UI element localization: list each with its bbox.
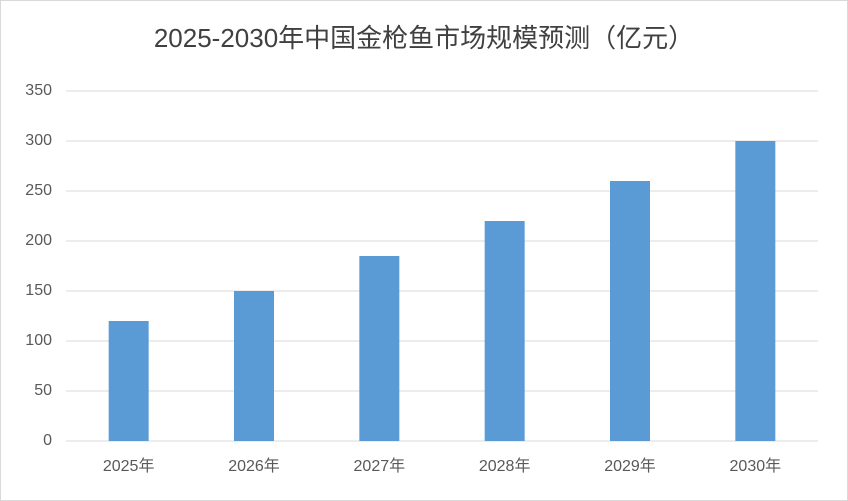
- bar: [610, 181, 650, 441]
- y-tick-label: 150: [25, 282, 52, 299]
- y-tick-label: 250: [25, 182, 52, 199]
- chart-title: 2025-2030年中国金枪鱼市场规模预测（亿元）: [154, 23, 694, 53]
- y-tick-label: 100: [25, 332, 52, 349]
- y-tick-label: 200: [25, 232, 52, 249]
- bar: [108, 321, 149, 441]
- y-tick-label: 0: [43, 432, 52, 449]
- x-tick-label: 2028年: [479, 457, 531, 475]
- bar: [234, 291, 274, 441]
- x-tick-label: 2027年: [354, 457, 406, 475]
- x-tick-label: 2026年: [228, 457, 280, 475]
- x-tick-label: 2029年: [604, 457, 656, 475]
- y-tick-label: 350: [25, 82, 52, 99]
- y-tick-label: 300: [25, 132, 52, 149]
- y-tick-label: 50: [34, 382, 52, 399]
- bar: [484, 221, 525, 441]
- x-tick-label: 2025年: [103, 457, 155, 475]
- bar: [359, 256, 400, 441]
- x-tick-label: 2030年: [730, 457, 782, 475]
- bar: [735, 141, 776, 441]
